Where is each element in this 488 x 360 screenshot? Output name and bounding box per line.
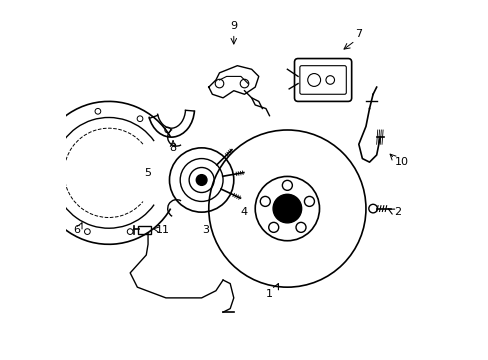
Text: 9: 9: [230, 21, 237, 31]
Text: 3: 3: [201, 225, 208, 235]
Text: 8: 8: [169, 143, 176, 153]
Circle shape: [196, 175, 206, 185]
Text: 1: 1: [265, 289, 272, 299]
Text: 5: 5: [144, 168, 151, 178]
Text: 7: 7: [354, 28, 362, 39]
Text: 2: 2: [394, 207, 401, 217]
Circle shape: [272, 194, 301, 223]
Text: 6: 6: [73, 225, 80, 235]
Text: 10: 10: [394, 157, 408, 167]
Text: 4: 4: [241, 207, 247, 217]
Text: 11: 11: [155, 225, 169, 235]
